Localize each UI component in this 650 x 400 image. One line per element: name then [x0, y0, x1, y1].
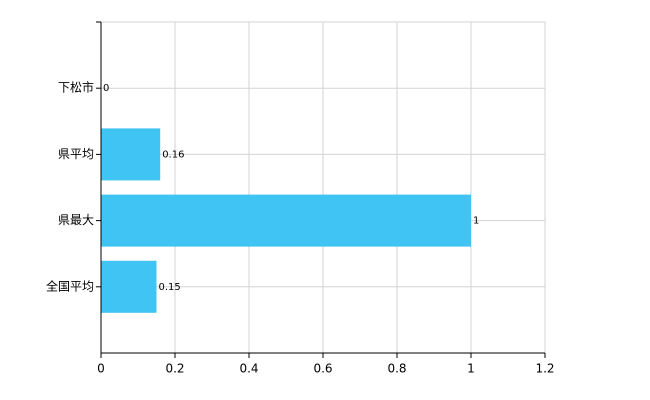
- x-tick-label: 0.6: [313, 362, 332, 376]
- x-tick-label: 0.4: [239, 362, 258, 376]
- y-tick-label: 県平均: [58, 147, 94, 161]
- bar: [101, 194, 471, 247]
- x-tick-label: 1: [467, 362, 475, 376]
- value-label: 1: [473, 216, 479, 227]
- value-label: 0.16: [162, 149, 184, 160]
- y-tick-label: 県最大: [58, 213, 94, 227]
- value-label: 0: [103, 83, 109, 94]
- x-tick-label: 1.2: [535, 362, 554, 376]
- x-tick-label: 0.8: [387, 362, 406, 376]
- bar: [101, 260, 157, 313]
- y-tick-label: 全国平均: [46, 278, 94, 293]
- value-label: 0.15: [159, 282, 181, 293]
- bar: [101, 128, 161, 181]
- x-tick-label: 0: [97, 362, 105, 376]
- y-tick-label: 下松市: [58, 80, 94, 95]
- x-tick-label: 0.2: [165, 362, 184, 376]
